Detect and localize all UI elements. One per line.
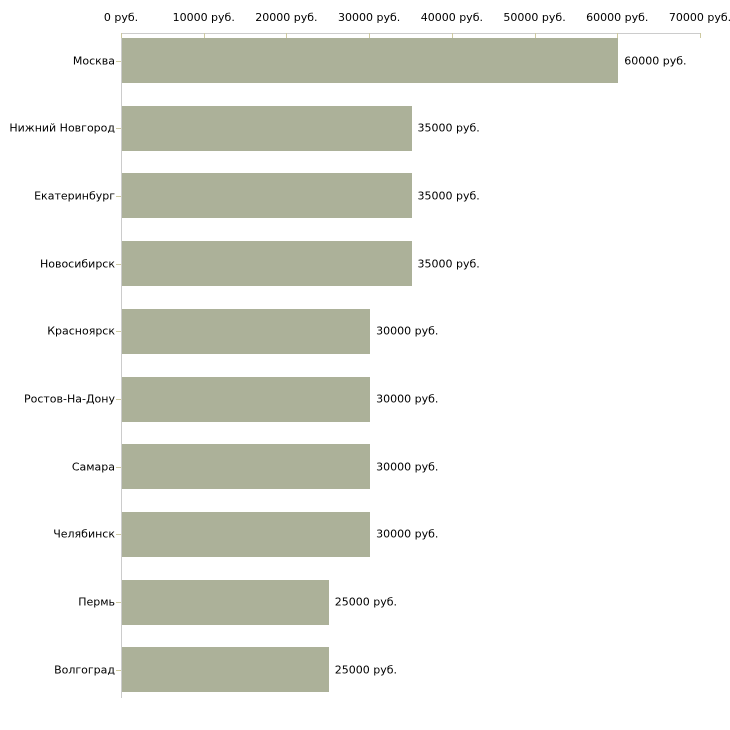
value-label: 30000 руб. [376, 527, 439, 541]
x-axis-tick-mark [617, 33, 619, 38]
category-label: Пермь [78, 595, 115, 609]
value-label: 35000 руб. [417, 121, 480, 135]
bar-7 [122, 444, 371, 490]
y-axis-tick-mark [116, 331, 121, 332]
y-axis-tick-mark [116, 670, 121, 671]
y-axis-tick-mark [116, 399, 121, 400]
x-axis-tick-label: 30000 руб. [338, 11, 401, 24]
x-axis-tick-label: 40000 руб. [420, 11, 483, 24]
x-axis-tick-label: 10000 руб. [172, 11, 235, 24]
x-axis-tick-mark [534, 33, 536, 38]
y-axis-tick-mark [116, 61, 121, 62]
category-label: Москва [72, 54, 115, 67]
bar-4 [122, 241, 412, 287]
bar-2 [122, 105, 412, 151]
y-axis-tick-mark [116, 128, 121, 129]
y-axis-tick-mark [116, 196, 121, 197]
x-axis-line [121, 33, 701, 34]
category-label: Челябинск [53, 527, 115, 541]
x-axis-tick-label: 0 руб. [103, 11, 139, 24]
x-axis-tick-mark [369, 33, 371, 38]
y-axis-tick-mark [116, 264, 121, 265]
bar-1 [122, 38, 619, 83]
category-label: Красноярск [47, 324, 115, 338]
category-label: Екатеринбург [34, 189, 115, 203]
bar-10 [122, 647, 329, 693]
category-label: Новосибирск [39, 257, 115, 271]
x-axis-tick-label: 50000 руб. [503, 11, 566, 24]
x-axis-tick-mark [451, 33, 453, 38]
x-axis-tick-label: 60000 руб. [586, 11, 649, 24]
bar-8 [122, 511, 371, 557]
bar-6 [122, 376, 371, 422]
value-label: 35000 руб. [417, 257, 480, 271]
value-label: 35000 руб. [417, 189, 480, 203]
category-label: Волгоград [54, 663, 115, 677]
y-axis-tick-mark [116, 534, 121, 535]
x-axis-tick-label: 20000 руб. [255, 11, 318, 24]
y-axis-tick-mark [116, 467, 121, 468]
value-label: 25000 руб. [334, 663, 398, 677]
value-label: 60000 руб. [624, 54, 687, 67]
bar-9 [122, 579, 329, 625]
value-label: 30000 руб. [376, 392, 439, 406]
x-axis-tick-label: 70000 руб. [668, 11, 730, 24]
x-axis-tick-mark [286, 33, 288, 38]
value-label: 30000 руб. [376, 460, 439, 474]
value-label: 30000 руб. [376, 324, 439, 338]
y-axis-tick-mark [116, 602, 121, 603]
x-axis-tick-mark [121, 33, 122, 38]
category-label: Ростов-На-Дону [23, 392, 115, 406]
value-label: 25000 руб. [334, 595, 398, 609]
category-label: Самара [71, 460, 115, 474]
x-axis-tick-mark [203, 33, 205, 38]
bar-3 [122, 173, 412, 219]
category-label: Нижний Новгород [9, 121, 115, 135]
y-axis-line [121, 33, 122, 698]
bar-5 [122, 308, 371, 354]
x-axis-tick-mark [700, 33, 701, 38]
